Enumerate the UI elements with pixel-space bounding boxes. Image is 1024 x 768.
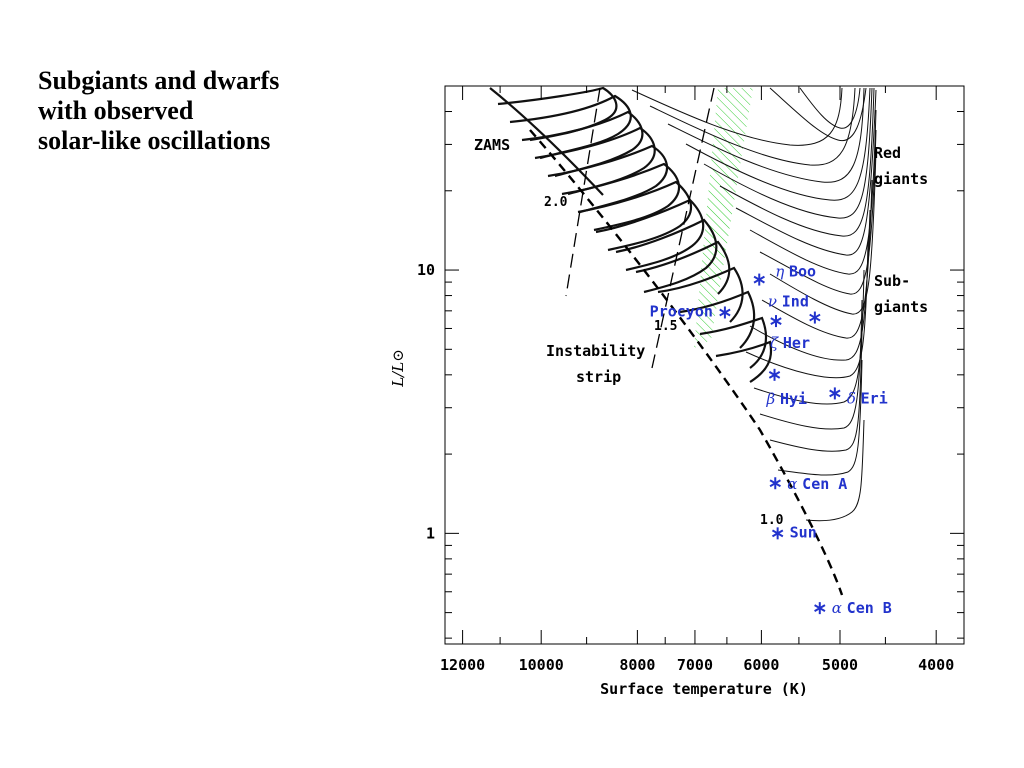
x-axis-minor-ticks (499, 86, 886, 644)
annotation-red: Red (874, 144, 901, 162)
instability-strip-blue-edge (565, 87, 601, 297)
x-tick-label: 7000 (677, 656, 713, 674)
annotation-giants: giants (874, 170, 928, 188)
x-axis-label: Surface temperature (K) (600, 680, 808, 698)
star-marker (814, 602, 826, 615)
x-tick-label: 10000 (519, 656, 564, 674)
x-tick-label: 12000 (440, 656, 485, 674)
star-marker (770, 315, 782, 328)
x-axis: 12000 10000 8000 7000 6000 5000 4000 (440, 86, 954, 674)
star-marker (768, 368, 781, 381)
annotation-strip: strip (576, 368, 621, 386)
star-label: η Boo (775, 263, 816, 281)
plot-frame (444, 85, 965, 645)
y-axis-label: L/L⊙ (389, 349, 407, 388)
annotation-mass-1-0: 1.0 (760, 513, 784, 528)
star-marker (809, 311, 821, 324)
x-tick-label: 6000 (743, 656, 779, 674)
annotation-zams: ZAMS (474, 136, 510, 154)
star-label: Procyon (650, 302, 713, 320)
zams-line (529, 129, 844, 596)
slide-title-line: with observed (38, 96, 194, 125)
star-marker (719, 306, 731, 319)
star-label: β Hyi (766, 390, 808, 408)
star-label: α Cen A (787, 475, 847, 493)
star-label: α Cen B (832, 599, 892, 617)
instability-strip-band (694, 88, 753, 348)
star-label: Sun (790, 523, 817, 541)
slide-title: Subgiants and dwarfs with observed solar… (38, 66, 378, 156)
star-label: δ Eri (847, 389, 888, 407)
x-tick-label: 5000 (822, 656, 858, 674)
star-marker (769, 477, 781, 490)
y-axis: 1 10 (417, 261, 964, 542)
star-marker (753, 273, 765, 286)
annotation-giants-2: giants (874, 298, 928, 316)
annotation-mass-2-0: 2.0 (544, 195, 568, 210)
annotation-instability: Instability (546, 342, 645, 360)
annotation-sub: Sub- (874, 272, 910, 290)
annotation-mass-1-5: 1.5 (654, 319, 677, 334)
slide-title-line: solar-like oscillations (38, 126, 271, 155)
x-tick-label: 8000 (619, 656, 655, 674)
star-marker (829, 387, 841, 400)
star-label: ζ Her (770, 334, 810, 352)
star-points: η Boo ν Ind Procyon ζ Her β Hyi δ Eri α Cen A S… (650, 263, 892, 618)
y-tick-label: 1 (426, 524, 435, 542)
evolutionary-tracks (489, 86, 877, 522)
x-tick-label: 4000 (918, 656, 954, 674)
star-marker (771, 527, 784, 540)
instability-strip-red-edge (651, 87, 715, 369)
y-axis-minor-ticks (445, 111, 964, 639)
slide-title-line: Subgiants and dwarfs (38, 66, 280, 95)
y-tick-label: 10 (417, 261, 435, 279)
star-label: ν Ind (768, 293, 809, 311)
